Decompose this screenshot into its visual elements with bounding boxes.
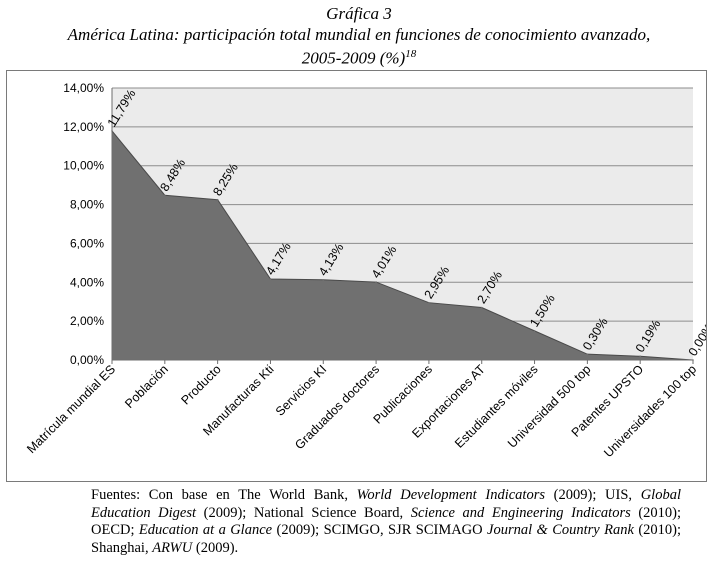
source-title: ARWU [152, 539, 193, 556]
source-text: (2010); OECD; [91, 504, 682, 539]
y-tick-label: 10,00% [63, 159, 104, 173]
source-text: (2009); SCIMGO, SJR SCIMAGO [272, 522, 488, 538]
y-tick-label: 12,00% [63, 120, 104, 134]
y-tick-label: 0,00% [70, 353, 104, 367]
chart-title: América Latina: participación total mund… [67, 25, 651, 44]
chart-period: 2005-2009 (%)18 [0, 44, 718, 69]
source-text: (2010); Shanghai, [91, 522, 682, 556]
y-tick-label: 14,00% [63, 81, 104, 95]
data-point [639, 355, 641, 358]
x-category-label: Matrícula mundial ES [24, 362, 118, 456]
source-text: (2009); UIS, [545, 487, 641, 503]
x-category-label: Población [122, 362, 171, 411]
area-series [111, 129, 694, 361]
data-point [533, 330, 536, 332]
x-category-label: Servicios KI [273, 362, 330, 419]
data-point [164, 194, 166, 197]
source-title: Science and Engineering Indicators [410, 504, 631, 521]
y-tick-label: 8,00% [70, 198, 104, 212]
data-point [216, 198, 219, 201]
source-title: World Development Indicators [356, 487, 545, 503]
data-point [269, 278, 272, 280]
x-category-label: Universidades 100 top [601, 362, 699, 460]
data-point [322, 278, 325, 281]
sources-note: Fuentes: Con base en The World Bank, Wor… [91, 487, 681, 557]
x-category-label: Producto [178, 362, 223, 407]
source-title: Journal & Country Rank [487, 522, 634, 538]
footnote-ref: 18 [405, 48, 417, 60]
source-title: Education at a Glance [138, 522, 273, 538]
y-tick-label: 4,00% [70, 275, 104, 289]
chart-frame: 0,00% 2,00% 4,00% 6,00% 8,00% 10,00% 12,00% 14,… [6, 70, 707, 482]
source-text: (2009); National Science Board, [196, 504, 411, 521]
area-chart: 0,00% 2,00% 4,00% 6,00% 8,00% 10,00% 12,00% 14,… [24, 81, 706, 460]
y-tick-label: 6,00% [70, 236, 104, 250]
data-point [586, 353, 589, 355]
chart-number: Gráfica 3 [326, 4, 392, 23]
data-point [111, 130, 113, 132]
source-text: (2009). [192, 539, 239, 556]
source-text: Fuentes: Con base en The World Bank, [91, 487, 357, 503]
data-point [480, 306, 483, 309]
data-point [375, 281, 377, 283]
y-tick-label: 2,00% [70, 314, 104, 328]
source-title: Global Education Digest [91, 487, 681, 521]
period-text: 2005-2009 (%) [301, 48, 406, 68]
data-point [428, 301, 430, 304]
